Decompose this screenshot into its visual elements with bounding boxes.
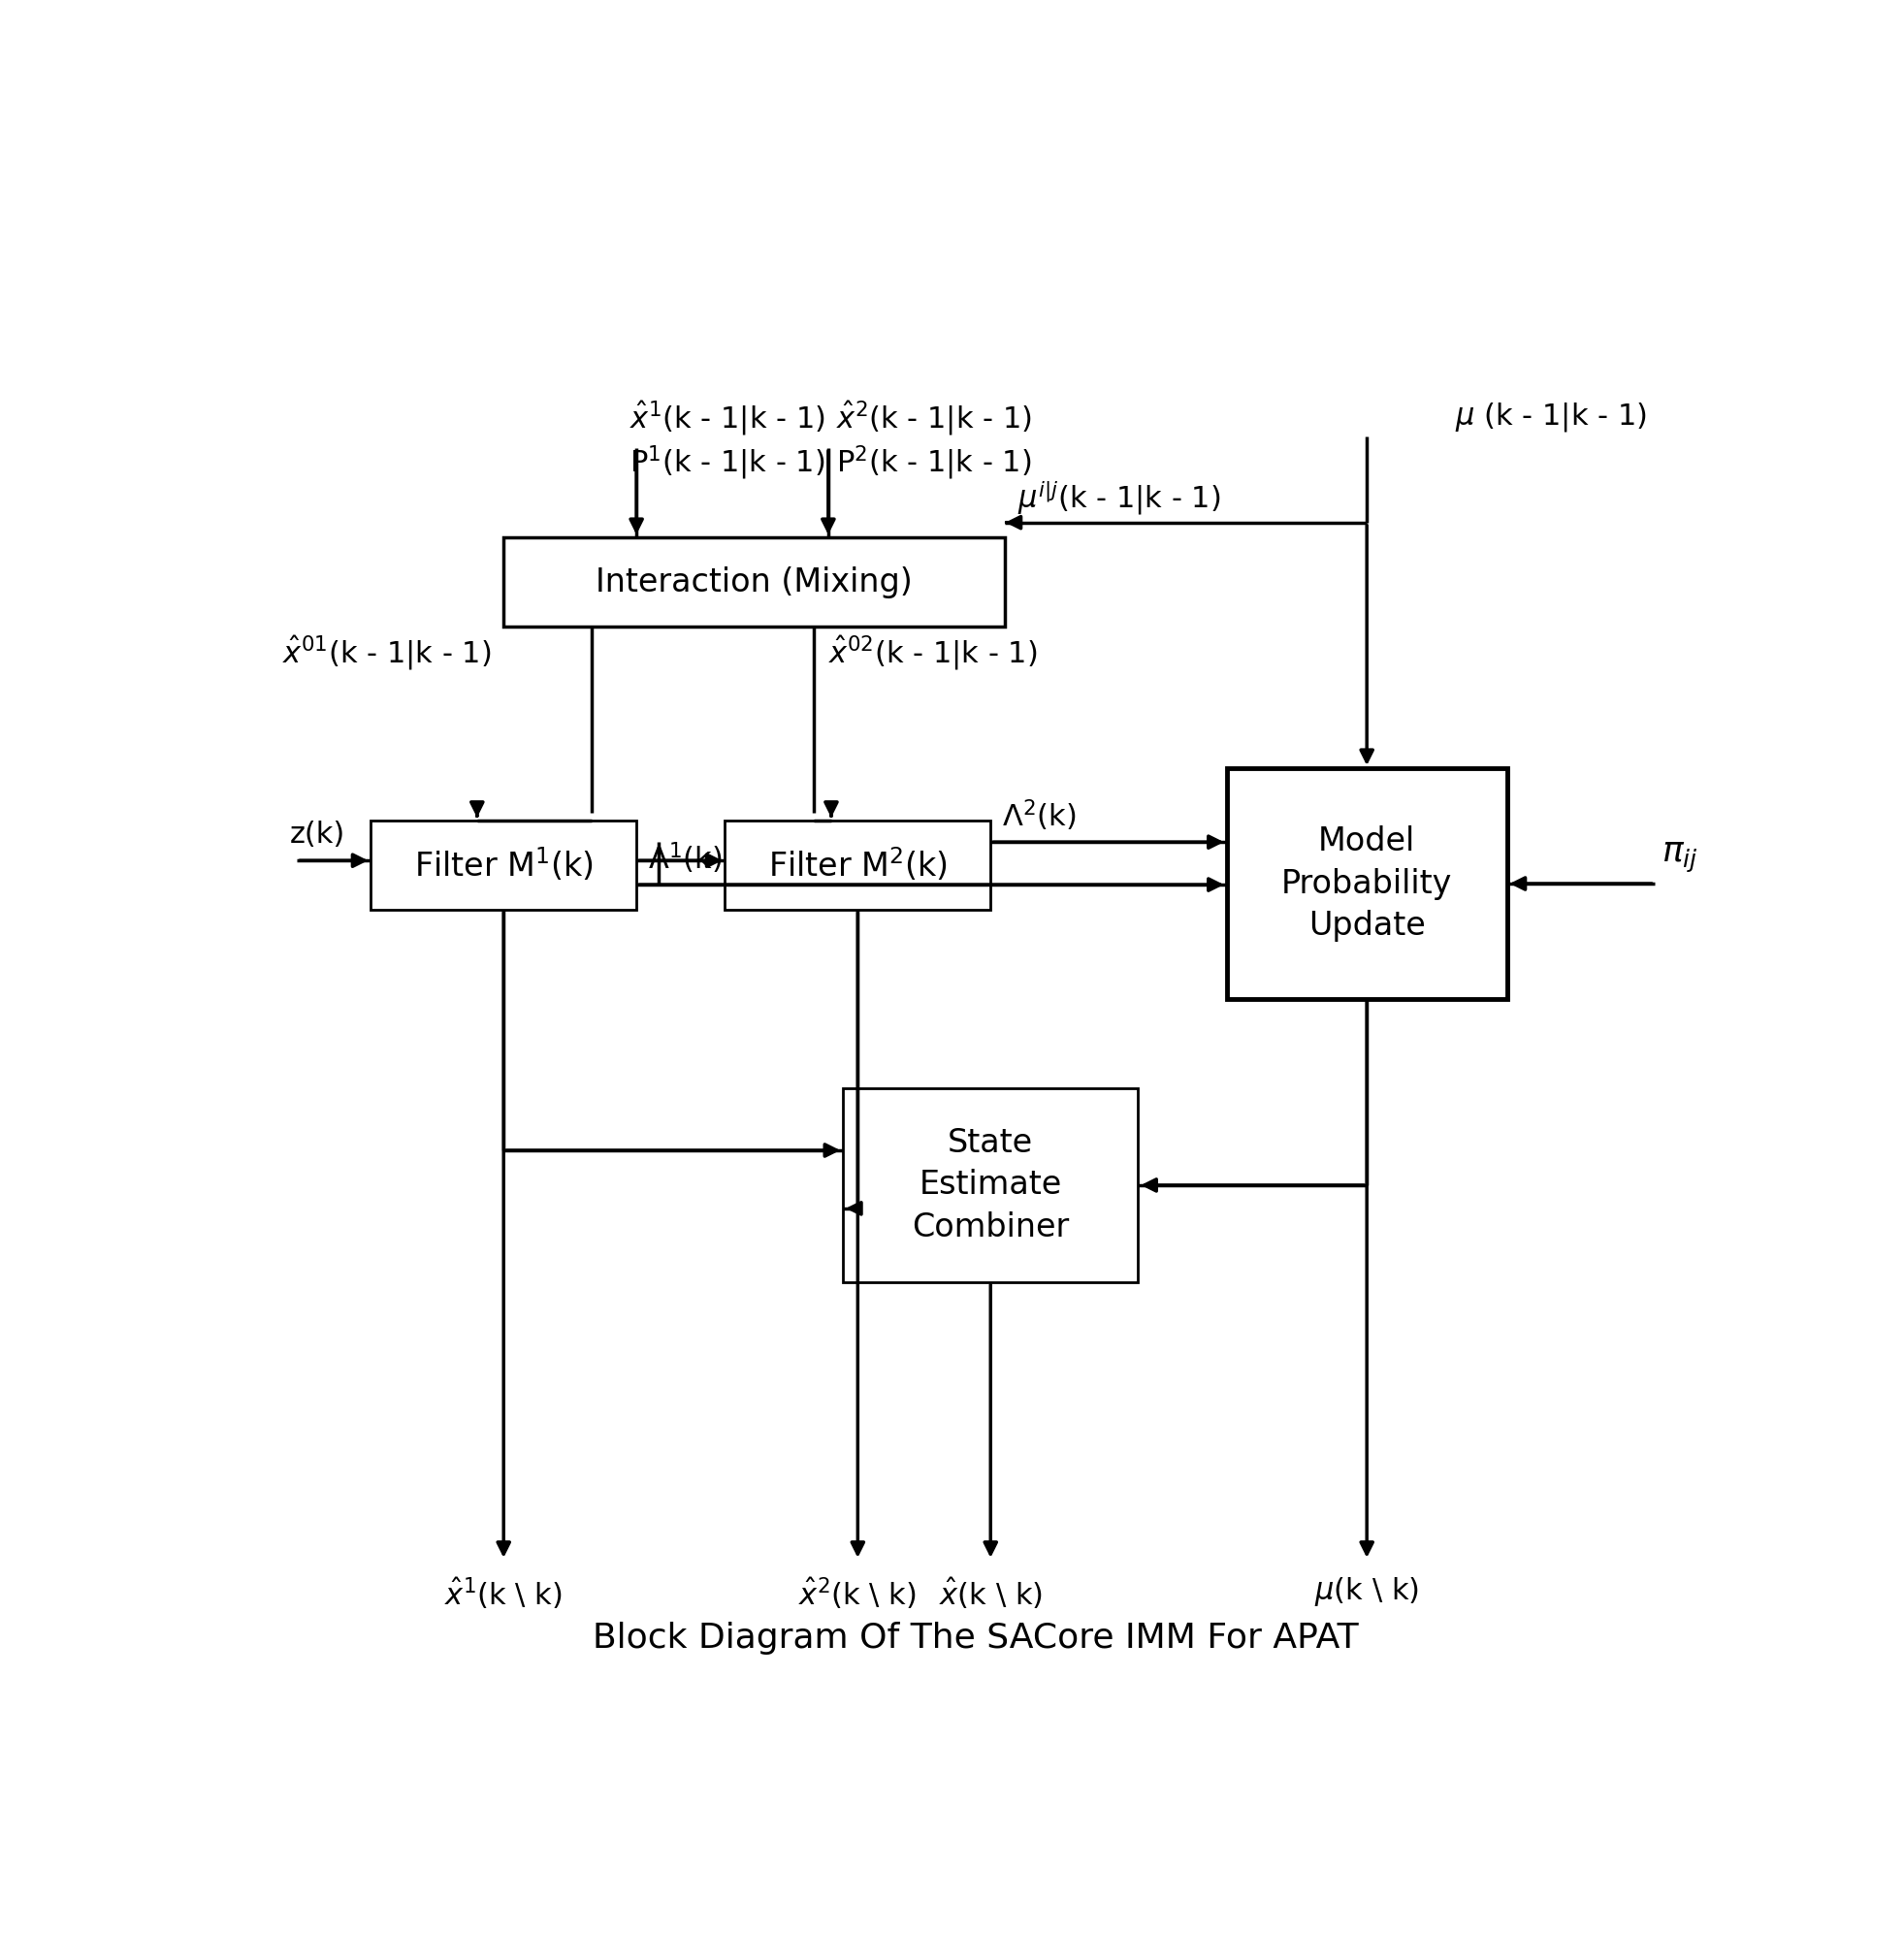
Text: Block Diagram Of The SACore IMM For APAT: Block Diagram Of The SACore IMM For APAT	[592, 1621, 1359, 1654]
FancyBboxPatch shape	[843, 1089, 1139, 1282]
FancyBboxPatch shape	[371, 820, 636, 909]
Text: $\hat{x}^2$(k \ k): $\hat{x}^2$(k \ k)	[798, 1576, 918, 1611]
FancyBboxPatch shape	[725, 820, 990, 909]
Text: $\hat{x}^{01}$(k - 1|k - 1): $\hat{x}^{01}$(k - 1|k - 1)	[282, 634, 491, 673]
FancyBboxPatch shape	[503, 538, 1005, 627]
Text: z(k): z(k)	[289, 820, 345, 849]
Text: Interaction (Mixing): Interaction (Mixing)	[596, 567, 912, 598]
Text: $\hat{x}^1$(k \ k): $\hat{x}^1$(k \ k)	[444, 1576, 564, 1611]
Text: $\mu$(k \ k): $\mu$(k \ k)	[1314, 1576, 1418, 1609]
Text: $\mu^{i|j}$(k - 1|k - 1): $\mu^{i|j}$(k - 1|k - 1)	[1017, 480, 1220, 516]
FancyBboxPatch shape	[1226, 768, 1508, 1000]
Text: State
Estimate
Combiner: State Estimate Combiner	[912, 1128, 1070, 1244]
Text: P$^1$(k - 1|k - 1): P$^1$(k - 1|k - 1)	[628, 445, 824, 482]
Text: P$^2$(k - 1|k - 1): P$^2$(k - 1|k - 1)	[836, 445, 1032, 482]
Text: $\Lambda^2$(k): $\Lambda^2$(k)	[1002, 797, 1076, 834]
Text: $\hat{x}^2$(k - 1|k - 1): $\hat{x}^2$(k - 1|k - 1)	[836, 400, 1032, 437]
Text: $\hat{x}$(k \ k): $\hat{x}$(k \ k)	[939, 1576, 1043, 1611]
Text: Model
Probability
Update: Model Probability Update	[1281, 826, 1453, 942]
Text: Filter M$^2$(k): Filter M$^2$(k)	[767, 847, 948, 884]
Text: $\pi_{ij}$: $\pi_{ij}$	[1662, 841, 1698, 874]
Text: $\hat{x}^1$(k - 1|k - 1): $\hat{x}^1$(k - 1|k - 1)	[628, 400, 824, 437]
Text: $\mu$ (k - 1|k - 1): $\mu$ (k - 1|k - 1)	[1455, 400, 1647, 433]
Text: $\Lambda^1$(k): $\Lambda^1$(k)	[647, 839, 722, 876]
Text: $\hat{x}^{02}$(k - 1|k - 1): $\hat{x}^{02}$(k - 1|k - 1)	[828, 634, 1038, 673]
Text: Filter M$^1$(k): Filter M$^1$(k)	[413, 847, 594, 884]
